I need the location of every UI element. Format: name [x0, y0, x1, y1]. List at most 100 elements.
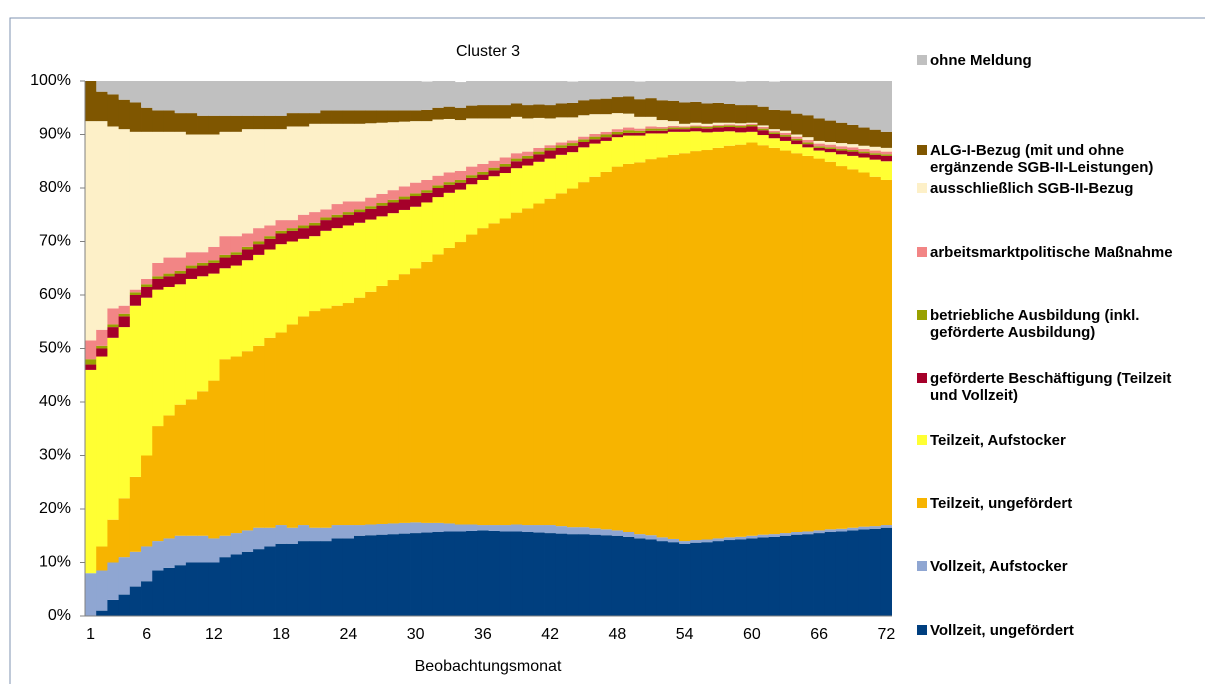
bar-segment — [757, 534, 770, 538]
bar-segment — [880, 147, 892, 152]
bar-segment — [376, 205, 389, 217]
bar-segment — [723, 124, 736, 126]
bar-segment — [129, 292, 142, 295]
bar-segment — [880, 151, 892, 155]
bar-segment — [185, 562, 198, 616]
bar-segment — [197, 262, 209, 266]
bar-segment — [253, 527, 265, 550]
bar-segment — [723, 81, 736, 105]
bar-segment — [118, 99, 131, 130]
bar-segment — [85, 121, 97, 341]
bar-segment — [645, 159, 658, 536]
bar-segment — [264, 225, 276, 237]
bar-segment — [779, 150, 792, 534]
bar-segment — [869, 526, 882, 529]
bar-segment — [656, 537, 669, 542]
bar-segment — [679, 543, 691, 616]
bar-segment — [656, 127, 669, 129]
bar-segment — [253, 549, 265, 616]
bar-segment — [454, 531, 467, 616]
bar-segment — [802, 534, 814, 616]
bar-segment — [286, 543, 299, 616]
bar-segment — [544, 118, 557, 146]
bar-segment — [286, 81, 299, 114]
bar-segment — [835, 146, 848, 149]
bar-segment — [477, 174, 489, 180]
bar-segment — [555, 145, 568, 148]
bar-segment — [735, 125, 747, 128]
bar-segment — [679, 541, 691, 544]
bar-segment — [488, 525, 501, 531]
bar-segment — [712, 122, 725, 125]
bar-segment — [667, 127, 680, 130]
bar-segment — [679, 123, 691, 127]
bar-segment — [869, 146, 882, 151]
bar-segment — [499, 173, 512, 219]
bar-segment — [107, 126, 120, 309]
bar-segment — [555, 147, 568, 155]
bar-segment — [118, 316, 131, 328]
bar-segment — [791, 81, 803, 114]
bar-segment — [230, 236, 243, 253]
bar-segment — [354, 123, 366, 202]
bar-segment — [454, 182, 467, 190]
bar-segment — [219, 535, 232, 558]
bar-segment — [880, 155, 892, 162]
legend-label: geförderte Beschäftigung (Teilzeit und V… — [930, 370, 1172, 404]
bar-segment — [309, 527, 321, 542]
bar-segment — [679, 127, 691, 130]
bar-segment — [723, 537, 736, 541]
bar-segment — [107, 94, 120, 127]
bar-segment — [96, 121, 108, 330]
bar-segment — [880, 527, 892, 616]
bar-segment — [499, 531, 512, 616]
legend-swatch — [917, 373, 927, 383]
bar-segment — [779, 135, 792, 137]
bar-segment — [779, 533, 792, 536]
bar-segment — [432, 107, 445, 120]
bar-segment — [230, 131, 243, 237]
legend-label: arbeitsmarktpolitische Maßnahme — [930, 244, 1173, 261]
bar-segment — [555, 526, 568, 534]
legend-swatch — [917, 145, 927, 155]
bar-segment — [107, 327, 120, 338]
bar-segment — [477, 228, 489, 526]
bar-segment — [611, 113, 624, 130]
bar-segment — [768, 132, 781, 134]
x-axis-label: Beobachtungsmonat — [415, 658, 562, 675]
bar-segment — [410, 206, 422, 269]
bar-segment — [286, 228, 299, 231]
bar-segment — [286, 126, 299, 221]
bar-segment — [152, 570, 164, 616]
bar-segment — [342, 212, 355, 215]
bar-segment — [107, 337, 120, 520]
bar-segment — [141, 286, 153, 298]
bar-segment — [712, 102, 725, 123]
bar-segment — [701, 81, 714, 104]
bar-segment — [129, 81, 142, 103]
bar-segment — [735, 81, 747, 106]
bar-segment — [600, 114, 613, 132]
bar-segment — [779, 535, 792, 616]
bar-segment — [208, 134, 220, 247]
bar-segment — [118, 313, 131, 317]
bar-segment — [858, 145, 870, 149]
bar-segment — [880, 161, 892, 180]
bar-segment — [791, 140, 803, 145]
bar-segment — [118, 557, 131, 595]
bar-segment — [185, 268, 198, 279]
bar-segment — [858, 153, 870, 158]
bar-segment — [85, 364, 97, 370]
bar-segment — [432, 175, 445, 186]
bar-segment — [656, 81, 669, 101]
bar-segment — [723, 127, 736, 132]
bar-segment — [118, 81, 131, 100]
bar-segment — [589, 528, 601, 535]
bar-segment — [331, 305, 344, 526]
bar-segment — [309, 236, 321, 312]
bar-segment — [264, 249, 276, 338]
bar-segment — [129, 131, 142, 290]
bar-segment — [656, 157, 669, 538]
y-tick-label: 70% — [39, 233, 71, 250]
